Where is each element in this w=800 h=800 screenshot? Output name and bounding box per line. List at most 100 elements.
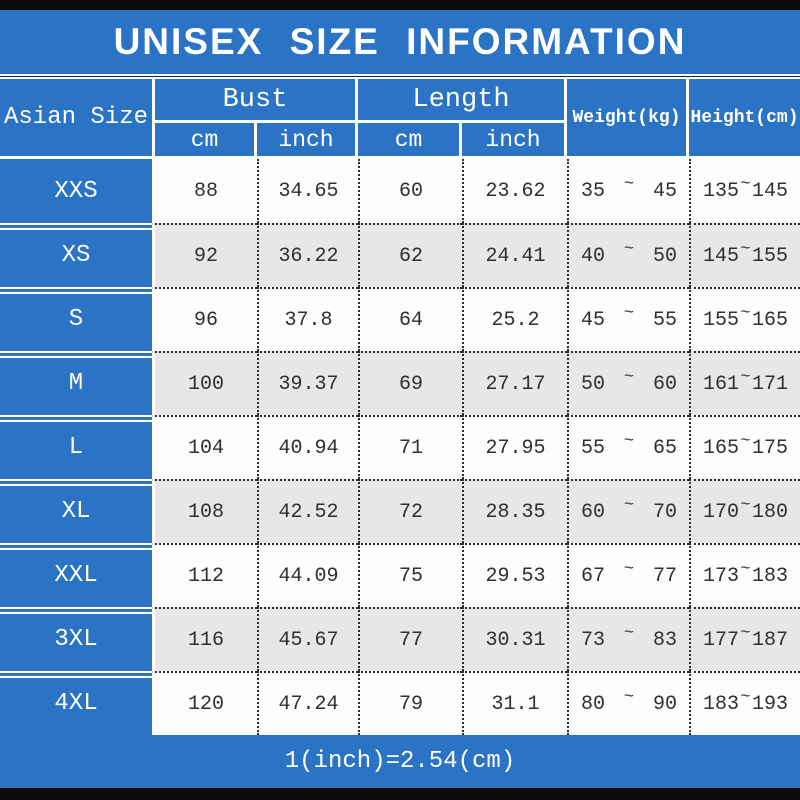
tilde-separator: ~ — [623, 239, 635, 259]
cell-bust-cm: 88 — [155, 159, 257, 223]
cell-weight-range: 73 ~83 — [567, 607, 689, 671]
title-separator — [0, 74, 800, 79]
cell-bust-cm: 96 — [155, 287, 257, 351]
footer-note-band: 1(inch)=2.54(cm) — [0, 735, 800, 788]
tilde-separator: ~ — [740, 687, 751, 707]
tilde-separator: ~ — [740, 559, 751, 579]
cell-height-range-min: 173 — [703, 564, 740, 588]
cell-weight-range-min: 73 — [581, 628, 606, 652]
cell-length-inch: 23.62 — [462, 159, 567, 223]
cell-weight-range-max: 60 — [652, 372, 677, 396]
cell-height-range-min: 165 — [703, 436, 740, 460]
header-height-cm: Height(cm) — [689, 79, 800, 159]
tilde-separator: ~ — [623, 687, 635, 707]
cell-bust-inch: 40.94 — [257, 415, 358, 479]
tilde-separator: ~ — [740, 303, 751, 323]
cell-height-range: 183 ~193 — [689, 671, 800, 735]
cell-weight-range-min: 55 — [581, 436, 606, 460]
size-label: XS — [0, 223, 155, 287]
size-label: M — [0, 351, 155, 415]
tilde-separator: ~ — [740, 431, 751, 451]
cell-height-range-min: 135 — [703, 179, 740, 203]
tilde-separator: ~ — [740, 367, 751, 387]
size-label: 4XL — [0, 671, 155, 735]
cell-length-inch: 31.1 — [462, 671, 567, 735]
cell-height-range: 177 ~187 — [689, 607, 800, 671]
tilde-separator: ~ — [740, 239, 751, 259]
cell-height-range: 170 ~180 — [689, 479, 800, 543]
cell-weight-range: 80 ~90 — [567, 671, 689, 735]
cell-weight-range-min: 45 — [581, 308, 606, 332]
header-length: Length — [358, 79, 567, 123]
cell-bust-inch: 47.24 — [257, 671, 358, 735]
size-label: XXS — [0, 159, 155, 223]
cell-length-cm: 75 — [358, 543, 462, 607]
page-title: UNISEX SIZE INFORMATION — [113, 21, 687, 62]
cell-height-range: 173 ~183 — [689, 543, 800, 607]
title-band: UNISEX SIZE INFORMATION — [0, 10, 800, 74]
cell-length-inch: 24.41 — [462, 223, 567, 287]
header-length-inch: inch — [462, 123, 567, 159]
cell-height-range-max: 180 — [751, 500, 788, 524]
size-table: Asian Size Bust Length Weight(kg) Height… — [0, 79, 800, 735]
header-bust-inch: inch — [257, 123, 358, 159]
cell-bust-inch: 34.65 — [257, 159, 358, 223]
cell-weight-range-max: 70 — [652, 500, 677, 524]
cell-height-range-max: 171 — [751, 372, 788, 396]
cell-length-cm: 69 — [358, 351, 462, 415]
size-label: XL — [0, 479, 155, 543]
cell-weight-range-min: 67 — [581, 564, 606, 588]
cell-weight-range-max: 50 — [652, 244, 677, 268]
cell-bust-cm: 116 — [155, 607, 257, 671]
cell-bust-cm: 104 — [155, 415, 257, 479]
tilde-separator: ~ — [623, 495, 635, 515]
cell-height-range-max: 175 — [751, 436, 788, 460]
header-bust-cm: cm — [155, 123, 257, 159]
cell-weight-range-min: 60 — [581, 500, 606, 524]
cell-weight-range-max: 65 — [652, 436, 677, 460]
size-label: XXL — [0, 543, 155, 607]
cell-height-range-min: 161 — [703, 372, 740, 396]
cell-weight-range-min: 40 — [581, 244, 606, 268]
cell-length-inch: 27.17 — [462, 351, 567, 415]
cell-weight-range-min: 80 — [581, 692, 606, 716]
cell-length-inch: 28.35 — [462, 479, 567, 543]
cell-weight-range-min: 50 — [581, 372, 606, 396]
cell-weight-range: 35 ~45 — [567, 159, 689, 223]
cell-height-range: 161 ~171 — [689, 351, 800, 415]
cell-weight-range-max: 77 — [652, 564, 677, 588]
cell-bust-inch: 45.67 — [257, 607, 358, 671]
cell-weight-range-max: 83 — [652, 628, 677, 652]
header-bust: Bust — [155, 79, 358, 123]
cell-bust-inch: 39.37 — [257, 351, 358, 415]
cell-height-range-min: 177 — [703, 628, 740, 652]
conversion-note: 1(inch)=2.54(cm) — [284, 748, 516, 775]
cell-height-range-max: 145 — [751, 179, 788, 203]
cell-length-cm: 64 — [358, 287, 462, 351]
tilde-separator: ~ — [623, 303, 635, 323]
cell-height-range-min: 145 — [703, 244, 740, 268]
cell-height-range: 155 ~165 — [689, 287, 800, 351]
cell-bust-inch: 36.22 — [257, 223, 358, 287]
cell-height-range-min: 170 — [703, 500, 740, 524]
cell-height-range: 135 ~145 — [689, 159, 800, 223]
cell-height-range: 165 ~175 — [689, 415, 800, 479]
tilde-separator: ~ — [740, 623, 751, 643]
cell-length-inch: 29.53 — [462, 543, 567, 607]
cell-bust-inch: 42.52 — [257, 479, 358, 543]
cell-weight-range: 67 ~77 — [567, 543, 689, 607]
tilde-separator: ~ — [740, 174, 751, 194]
cell-bust-inch: 37.8 — [257, 287, 358, 351]
cell-length-inch: 25.2 — [462, 287, 567, 351]
cell-weight-range-max: 55 — [652, 308, 677, 332]
size-label: S — [0, 287, 155, 351]
cell-weight-range: 50 ~60 — [567, 351, 689, 415]
bottom-black-bar — [0, 788, 800, 800]
size-label: L — [0, 415, 155, 479]
header-length-cm: cm — [358, 123, 462, 159]
cell-length-cm: 79 — [358, 671, 462, 735]
cell-height-range-max: 155 — [751, 244, 788, 268]
cell-length-cm: 72 — [358, 479, 462, 543]
tilde-separator: ~ — [623, 367, 635, 387]
